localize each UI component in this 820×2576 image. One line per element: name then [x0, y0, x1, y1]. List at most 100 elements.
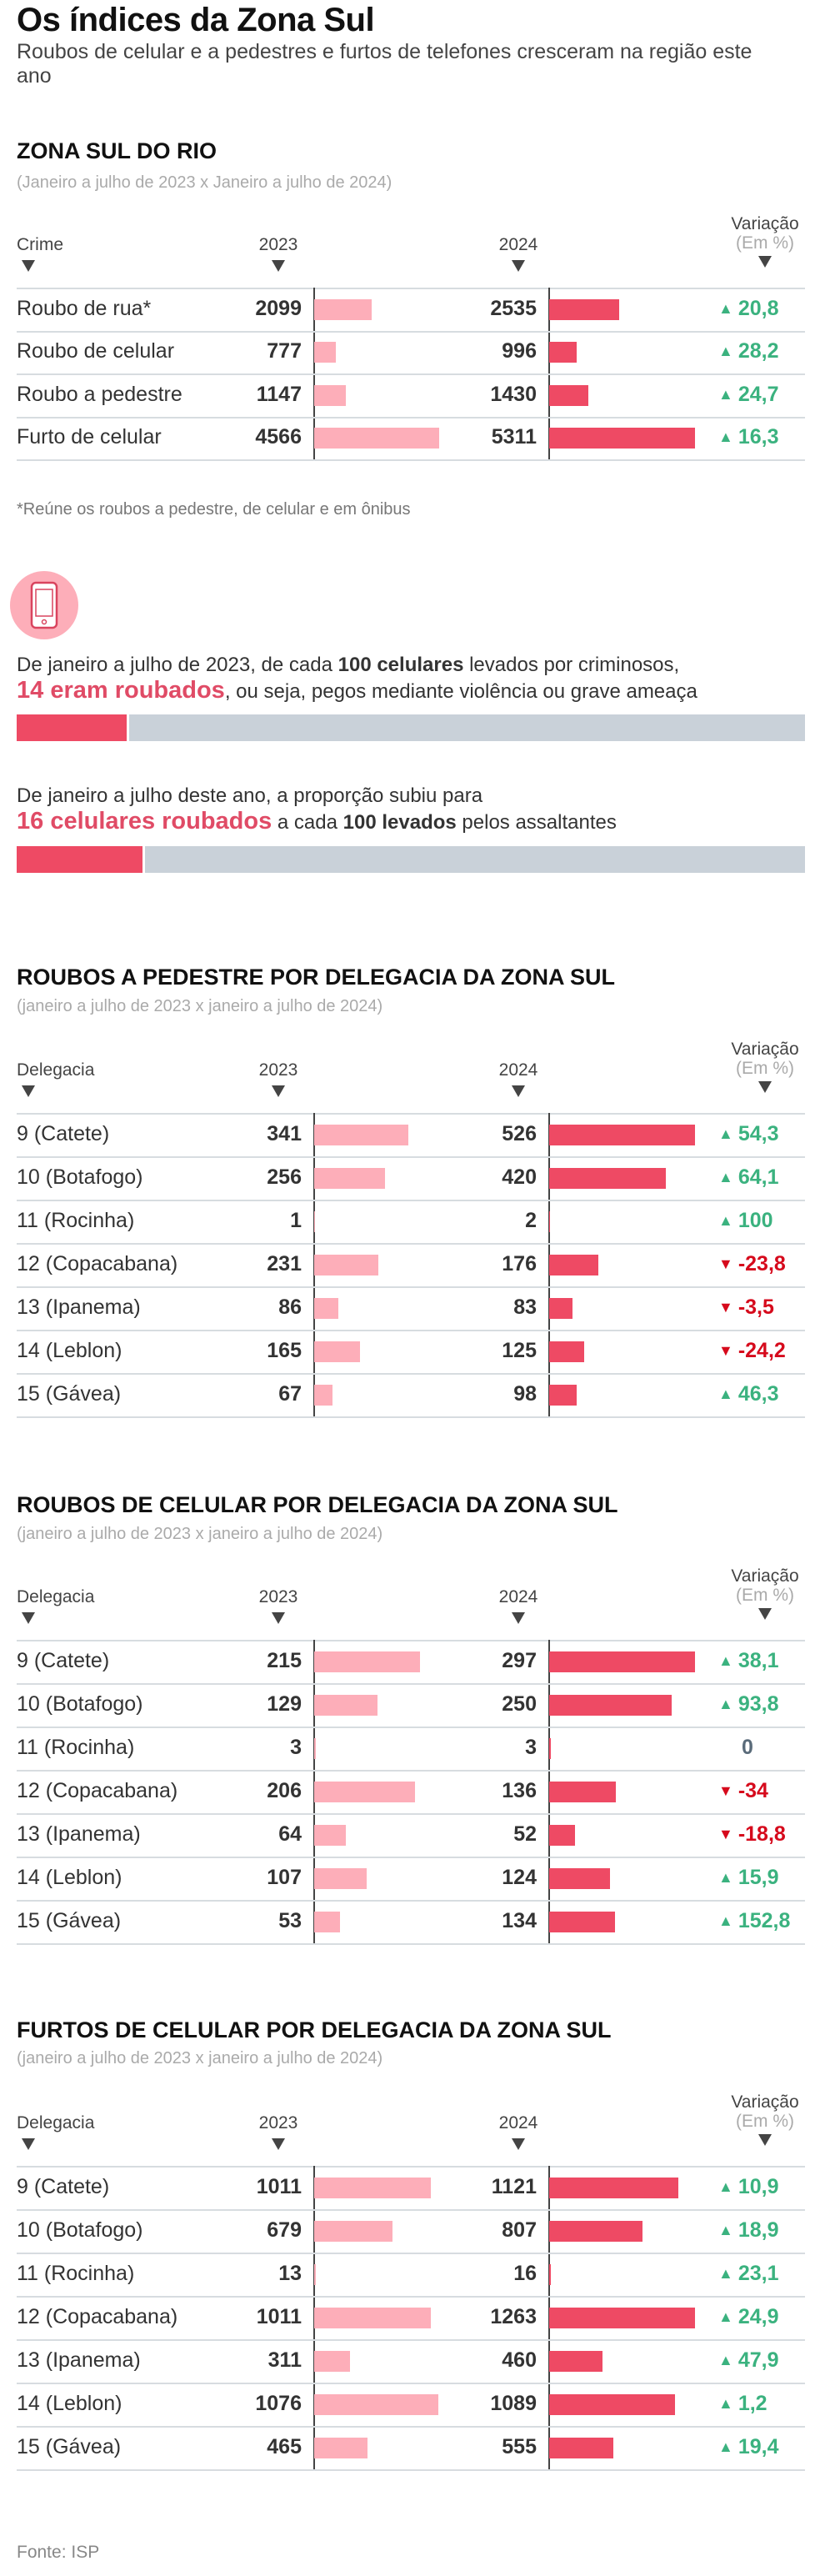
table-row: 9 (Catete) 341 526 ▲ 54,3: [0, 1113, 820, 1156]
page-title: Os índices da Zona Sul: [17, 2, 375, 38]
table-row: 10 (Botafogo) 129 250 ▲ 93,8: [0, 1683, 820, 1727]
variation-value: ▲ 20,8: [718, 297, 779, 321]
value-2024: 420: [502, 1165, 537, 1189]
bar-2024: [549, 1868, 611, 1889]
value-2024: 2: [525, 1209, 537, 1232]
row-label: Roubo de celular: [17, 339, 175, 363]
bar-2024: [549, 1695, 672, 1716]
header-2023-text: 2023: [258, 1587, 298, 1606]
table-row: 15 (Gávea) 53 134 ▲ 152,8: [0, 1900, 820, 1943]
bar-2024: [549, 1912, 615, 1932]
header-variation-unit: (Em %): [736, 1586, 794, 1605]
row-label: 11 (Rocinha): [17, 2262, 135, 2285]
value-2024: 2535: [490, 296, 537, 320]
triangle-up-icon: ▲: [718, 2395, 733, 2412]
variation-value: ▼ -23,8: [718, 1252, 786, 1276]
page-subtitle: Roubos de celular e a pedestres e furtos…: [17, 40, 752, 88]
sort-down-icon: [272, 2138, 285, 2150]
sort-down-icon: [22, 1085, 35, 1097]
header-2023-text: 2023: [258, 2113, 298, 2132]
triangle-up-icon: ▲: [718, 1652, 733, 1669]
table-row: 11 (Rocinha) 1 2 ▲ 100: [0, 1200, 820, 1243]
row-label: 10 (Botafogo): [17, 1165, 143, 1189]
bar-2024: [549, 342, 577, 363]
value-2023: 13: [278, 2262, 302, 2285]
bar-2023: [314, 2178, 432, 2198]
sort-down-icon: [22, 260, 35, 272]
sort-down-icon: [512, 260, 525, 272]
value-2023: 86: [278, 1296, 302, 1319]
header-variation-unit: (Em %): [736, 233, 794, 253]
proportion-fill-2023: [17, 714, 130, 741]
row-label: 9 (Catete): [17, 1122, 110, 1145]
row-label: 14 (Leblon): [17, 2392, 122, 2415]
value-2024: 52: [513, 1822, 537, 1846]
bar-2023: [314, 1385, 333, 1406]
sort-down-icon: [272, 1085, 285, 1097]
bar-2024: [549, 2178, 679, 2198]
sort-down-icon: [22, 1612, 35, 1624]
bar-2023: [314, 384, 346, 406]
bar-2023: [314, 1868, 368, 1889]
triangle-up-icon: ▲: [718, 299, 733, 317]
value-2024: 134: [502, 1909, 537, 1932]
sort-down-icon: [758, 256, 772, 268]
triangle-up-icon: ▲: [718, 1169, 733, 1185]
header-2024: 2024: [495, 1060, 542, 1097]
row-divider: [17, 1683, 805, 1685]
triangle-up-icon: ▲: [718, 2352, 733, 2368]
value-2024: 125: [502, 1339, 537, 1362]
table-row: 11 (Rocinha) 13 16 ▲ 23,1: [0, 2253, 820, 2296]
source-note: Fonte: ISP: [17, 2543, 100, 2562]
variation-value: ▲ 100: [718, 1209, 773, 1233]
value-2023: 311: [268, 2348, 302, 2372]
bar-2023: [314, 2438, 368, 2458]
variation-text: -3,5: [738, 1296, 774, 1319]
variation-text: -34: [738, 1779, 768, 1802]
bar-2024: [549, 428, 695, 449]
variation-text: 19,4: [738, 2435, 779, 2458]
value-2023: 215: [267, 1649, 302, 1672]
variation-value: ▲ 54,3: [718, 1122, 779, 1146]
table-row: 13 (Ipanema) 311 460 ▲ 47,9: [0, 2339, 820, 2383]
header-2024-text: 2024: [498, 1587, 538, 1606]
row-divider: [17, 459, 805, 461]
row-label: Furto de celular: [17, 425, 162, 449]
header-2023: 2023: [255, 235, 302, 272]
value-2024: 555: [502, 2435, 537, 2458]
row-divider: [17, 416, 805, 418]
bar-2023: [314, 1125, 409, 1145]
header-variation: Variação (Em %): [723, 2092, 807, 2146]
triangle-up-icon: ▲: [718, 1696, 733, 1712]
axis-2024: [548, 1113, 550, 1416]
variation-value: ▲ 23,1: [718, 2262, 779, 2286]
row-divider: [17, 1727, 805, 1728]
triangle-down-icon: ▼: [718, 1342, 733, 1359]
header-label: Delegacia: [17, 1060, 94, 1097]
variation-text: 24,9: [738, 2305, 779, 2328]
variation-value: ▲ 46,3: [718, 1382, 779, 1406]
triangle-up-icon: ▲: [718, 2265, 733, 2282]
sort-down-icon: [758, 1608, 772, 1620]
header-label: Crime: [17, 235, 63, 272]
value-2023: 206: [267, 1779, 302, 1802]
header-variation: Variação (Em %): [723, 214, 807, 268]
bar-2023: [314, 1651, 420, 1672]
row-divider: [17, 2339, 805, 2341]
bar-2024: [549, 1211, 550, 1232]
triangle-up-icon: ▲: [718, 343, 733, 360]
bar-2024: [549, 2351, 602, 2372]
value-2024: 807: [502, 2218, 537, 2242]
highlight-2023: 14 eram roubados: [17, 677, 225, 704]
triangle-up-icon: ▲: [718, 1869, 733, 1886]
value-2024: 1263: [490, 2305, 537, 2328]
variation-text: 47,9: [738, 2348, 779, 2372]
variation-value: ▲ 24,7: [718, 383, 779, 407]
section-title: ROUBOS DE CELULAR POR DELEGACIA DA ZONA …: [17, 1492, 618, 1517]
variation-text: 38,1: [738, 1649, 779, 1672]
table-row: Roubo de rua* 2099 2535 ▲ 20,8: [0, 288, 820, 331]
bar-2023: [314, 1782, 416, 1802]
sort-down-icon: [272, 260, 285, 272]
value-2024: 136: [502, 1779, 537, 1802]
row-divider: [17, 2426, 805, 2428]
